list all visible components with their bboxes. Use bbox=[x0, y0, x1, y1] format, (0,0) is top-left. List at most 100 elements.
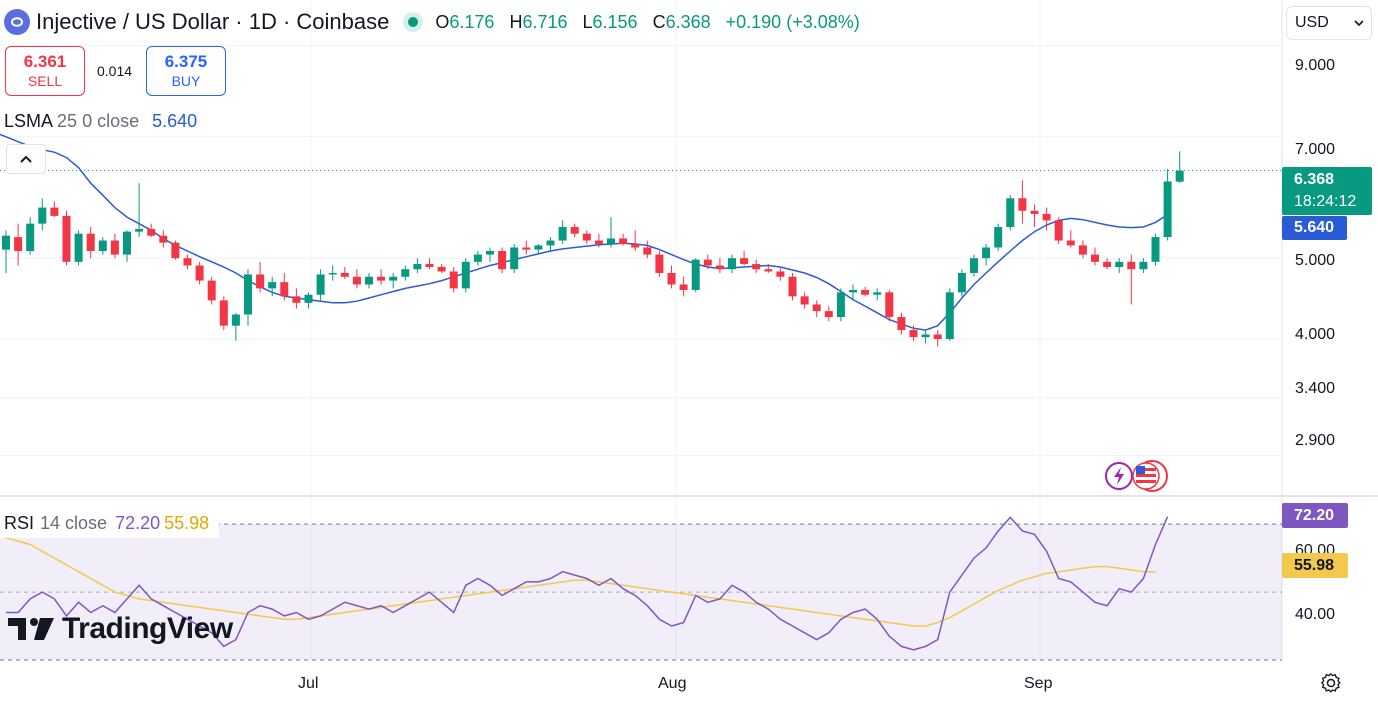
buy-button[interactable]: 6.375 BUY bbox=[146, 46, 226, 96]
candle-body bbox=[945, 292, 954, 339]
candle bbox=[401, 265, 410, 281]
candle-body bbox=[570, 226, 579, 234]
candle bbox=[667, 265, 676, 289]
candle bbox=[377, 269, 386, 285]
candle-body bbox=[231, 314, 240, 326]
candle-body bbox=[1151, 237, 1160, 262]
candle bbox=[1078, 240, 1087, 259]
candle bbox=[425, 258, 434, 270]
last-price-value: 6.368 bbox=[1294, 171, 1335, 188]
high-value: 6.716 bbox=[522, 11, 568, 32]
candle bbox=[703, 254, 712, 270]
gear-icon[interactable] bbox=[1320, 672, 1342, 694]
last-price-tag: 6.368 18:24:12 bbox=[1282, 167, 1372, 215]
candle-body bbox=[643, 247, 652, 255]
sell-button[interactable]: 6.361 SELL bbox=[5, 46, 85, 96]
candle bbox=[292, 288, 301, 309]
candle bbox=[534, 243, 543, 255]
price-tick: 3.400 bbox=[1295, 380, 1336, 397]
candle bbox=[812, 300, 821, 318]
close-value: 6.368 bbox=[665, 11, 711, 32]
candle bbox=[994, 223, 1003, 252]
candle-body bbox=[268, 282, 277, 289]
candle bbox=[740, 251, 749, 266]
currency-select[interactable]: USD bbox=[1286, 6, 1372, 40]
candle-body bbox=[1066, 240, 1075, 246]
candle-body bbox=[159, 235, 168, 243]
lightning-icon bbox=[1105, 462, 1133, 490]
candle-body bbox=[740, 258, 749, 265]
rsi-value-tag: 72.20 bbox=[1282, 503, 1348, 528]
candle bbox=[873, 288, 882, 301]
symbol-title[interactable]: Injective / US Dollar · 1D · Coinbase bbox=[36, 9, 390, 34]
events-markers[interactable] bbox=[1104, 460, 1174, 492]
candle bbox=[788, 272, 797, 301]
candle bbox=[715, 258, 724, 273]
rsi-ma-value-tag: 55.98 bbox=[1282, 553, 1348, 578]
candle bbox=[449, 266, 458, 293]
candle-body bbox=[861, 289, 870, 295]
candle bbox=[219, 296, 228, 331]
candle bbox=[340, 266, 349, 280]
candle-body bbox=[292, 296, 301, 303]
candle-body bbox=[873, 292, 882, 295]
chevron-up-icon bbox=[20, 155, 32, 163]
candle bbox=[909, 325, 918, 341]
tradingview-watermark[interactable]: TradingView bbox=[8, 612, 233, 646]
candle bbox=[631, 230, 640, 252]
candle-body bbox=[1054, 220, 1063, 241]
candle bbox=[655, 251, 664, 277]
candle-body bbox=[219, 300, 228, 326]
candle bbox=[824, 306, 833, 322]
candle-body bbox=[171, 242, 180, 259]
spread-value: 0.014 bbox=[97, 63, 133, 79]
lsma-legend[interactable]: LSMA 25 0 close 5.640 bbox=[4, 111, 198, 131]
candle-body bbox=[1030, 210, 1039, 214]
market-open-indicator bbox=[403, 12, 424, 32]
candle-body bbox=[26, 223, 35, 252]
candle bbox=[389, 272, 398, 289]
candle-body bbox=[86, 233, 95, 252]
candle-body bbox=[413, 264, 422, 270]
price-tick: 2.900 bbox=[1295, 432, 1336, 449]
candle-body bbox=[328, 272, 337, 275]
sell-price: 6.361 bbox=[23, 52, 67, 71]
candle bbox=[207, 276, 216, 305]
rsi-legend-value: 72.20 bbox=[115, 512, 161, 533]
candle bbox=[1115, 258, 1124, 273]
candle bbox=[1175, 151, 1184, 183]
candle-body bbox=[449, 271, 458, 289]
candle-body bbox=[619, 238, 628, 244]
candle bbox=[1030, 204, 1039, 227]
candle-body bbox=[389, 276, 398, 281]
candle bbox=[1042, 207, 1051, 231]
candle bbox=[50, 201, 59, 218]
candle-body bbox=[764, 269, 773, 272]
lsma-price-tag: 5.640 bbox=[1282, 216, 1347, 240]
candle-body bbox=[98, 240, 107, 252]
candle-body bbox=[982, 247, 991, 259]
rsi-ma-line bbox=[5, 537, 1156, 627]
candle bbox=[897, 312, 906, 335]
collapse-legend-button[interactable] bbox=[6, 144, 46, 174]
rsi-legend[interactable]: RSI 14 close 72.20 55.98 bbox=[0, 508, 220, 538]
candle bbox=[183, 254, 192, 270]
candle bbox=[268, 276, 277, 297]
candle bbox=[643, 240, 652, 259]
candle bbox=[728, 254, 736, 273]
candle bbox=[582, 230, 591, 244]
candle bbox=[570, 223, 579, 238]
candle bbox=[486, 247, 494, 262]
candle bbox=[776, 266, 785, 281]
candle-body bbox=[14, 237, 23, 252]
candle-body bbox=[2, 235, 10, 250]
sell-label: SELL bbox=[27, 73, 63, 89]
candle bbox=[679, 276, 688, 297]
candle-body bbox=[50, 207, 59, 216]
candle-body bbox=[824, 311, 833, 318]
lsma-line-layer bbox=[0, 133, 1169, 331]
candle-body bbox=[594, 240, 603, 244]
candle-body bbox=[788, 276, 797, 297]
candle bbox=[1163, 168, 1172, 241]
